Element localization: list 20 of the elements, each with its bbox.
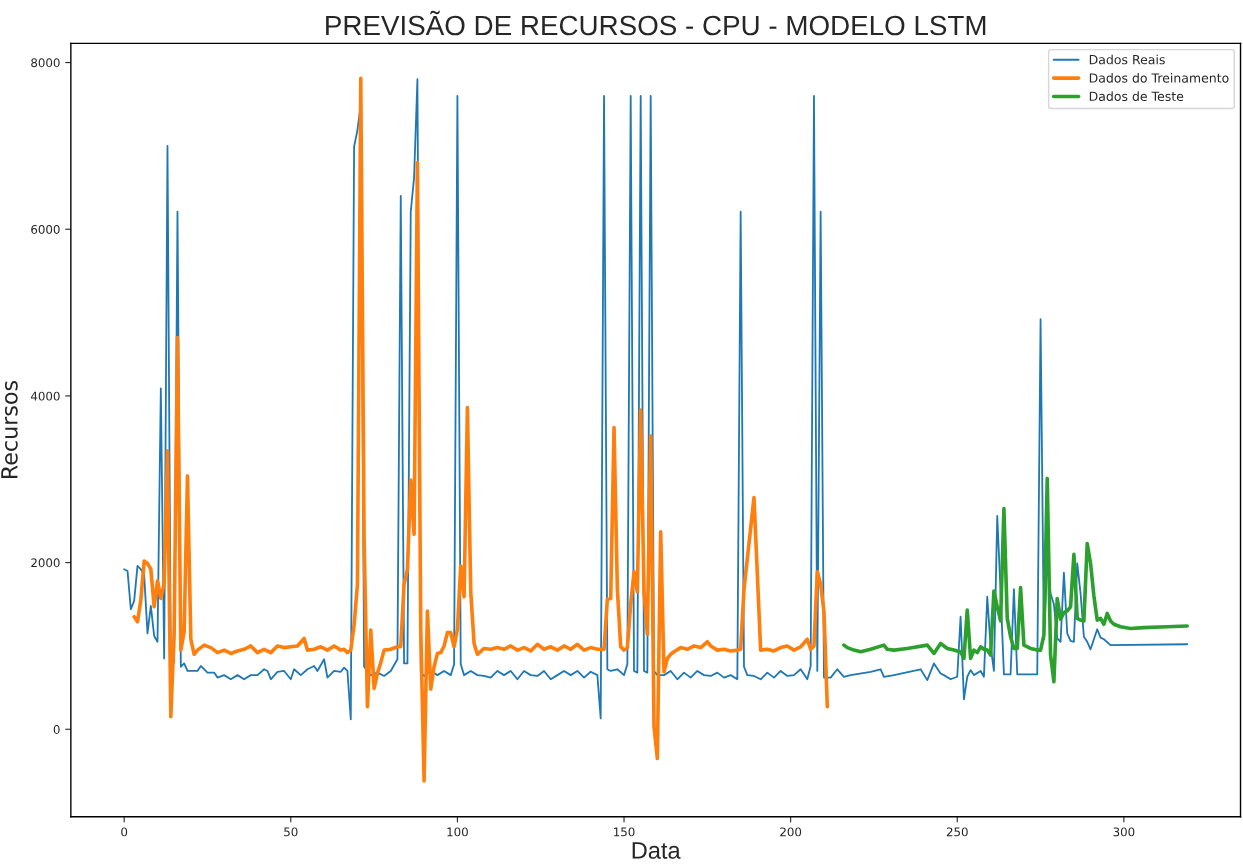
line-series [842, 476, 1190, 684]
y-tick-label: 8000 [31, 58, 60, 68]
legend-label: Dados Reais [1089, 54, 1165, 65]
x-tick-label: 0 [121, 827, 128, 837]
legend-label: Dados de Teste [1089, 91, 1184, 102]
y-tick-label: 6000 [31, 224, 60, 234]
x-tick-label: 50 [284, 827, 298, 837]
x-tick-label: 200 [780, 827, 802, 837]
x-axis-title: Data [632, 842, 681, 859]
x-tick-label: 300 [1113, 827, 1135, 837]
legend-label: Dados do Treinamento [1089, 73, 1229, 83]
y-tick-label: 2000 [31, 558, 60, 568]
x-tick-label: 150 [614, 827, 635, 837]
x-tick-label: 100 [447, 827, 468, 837]
x-tick-label: 250 [946, 827, 968, 837]
line-series [132, 76, 830, 783]
chart-title: PREVISÃO DE RECURSOS - CPU - MODELO LSTM [326, 10, 986, 36]
y-tick-label: 4000 [30, 391, 60, 401]
y-tick-label: 0 [53, 725, 60, 734]
y-axis-title: Recursos [1, 381, 18, 479]
